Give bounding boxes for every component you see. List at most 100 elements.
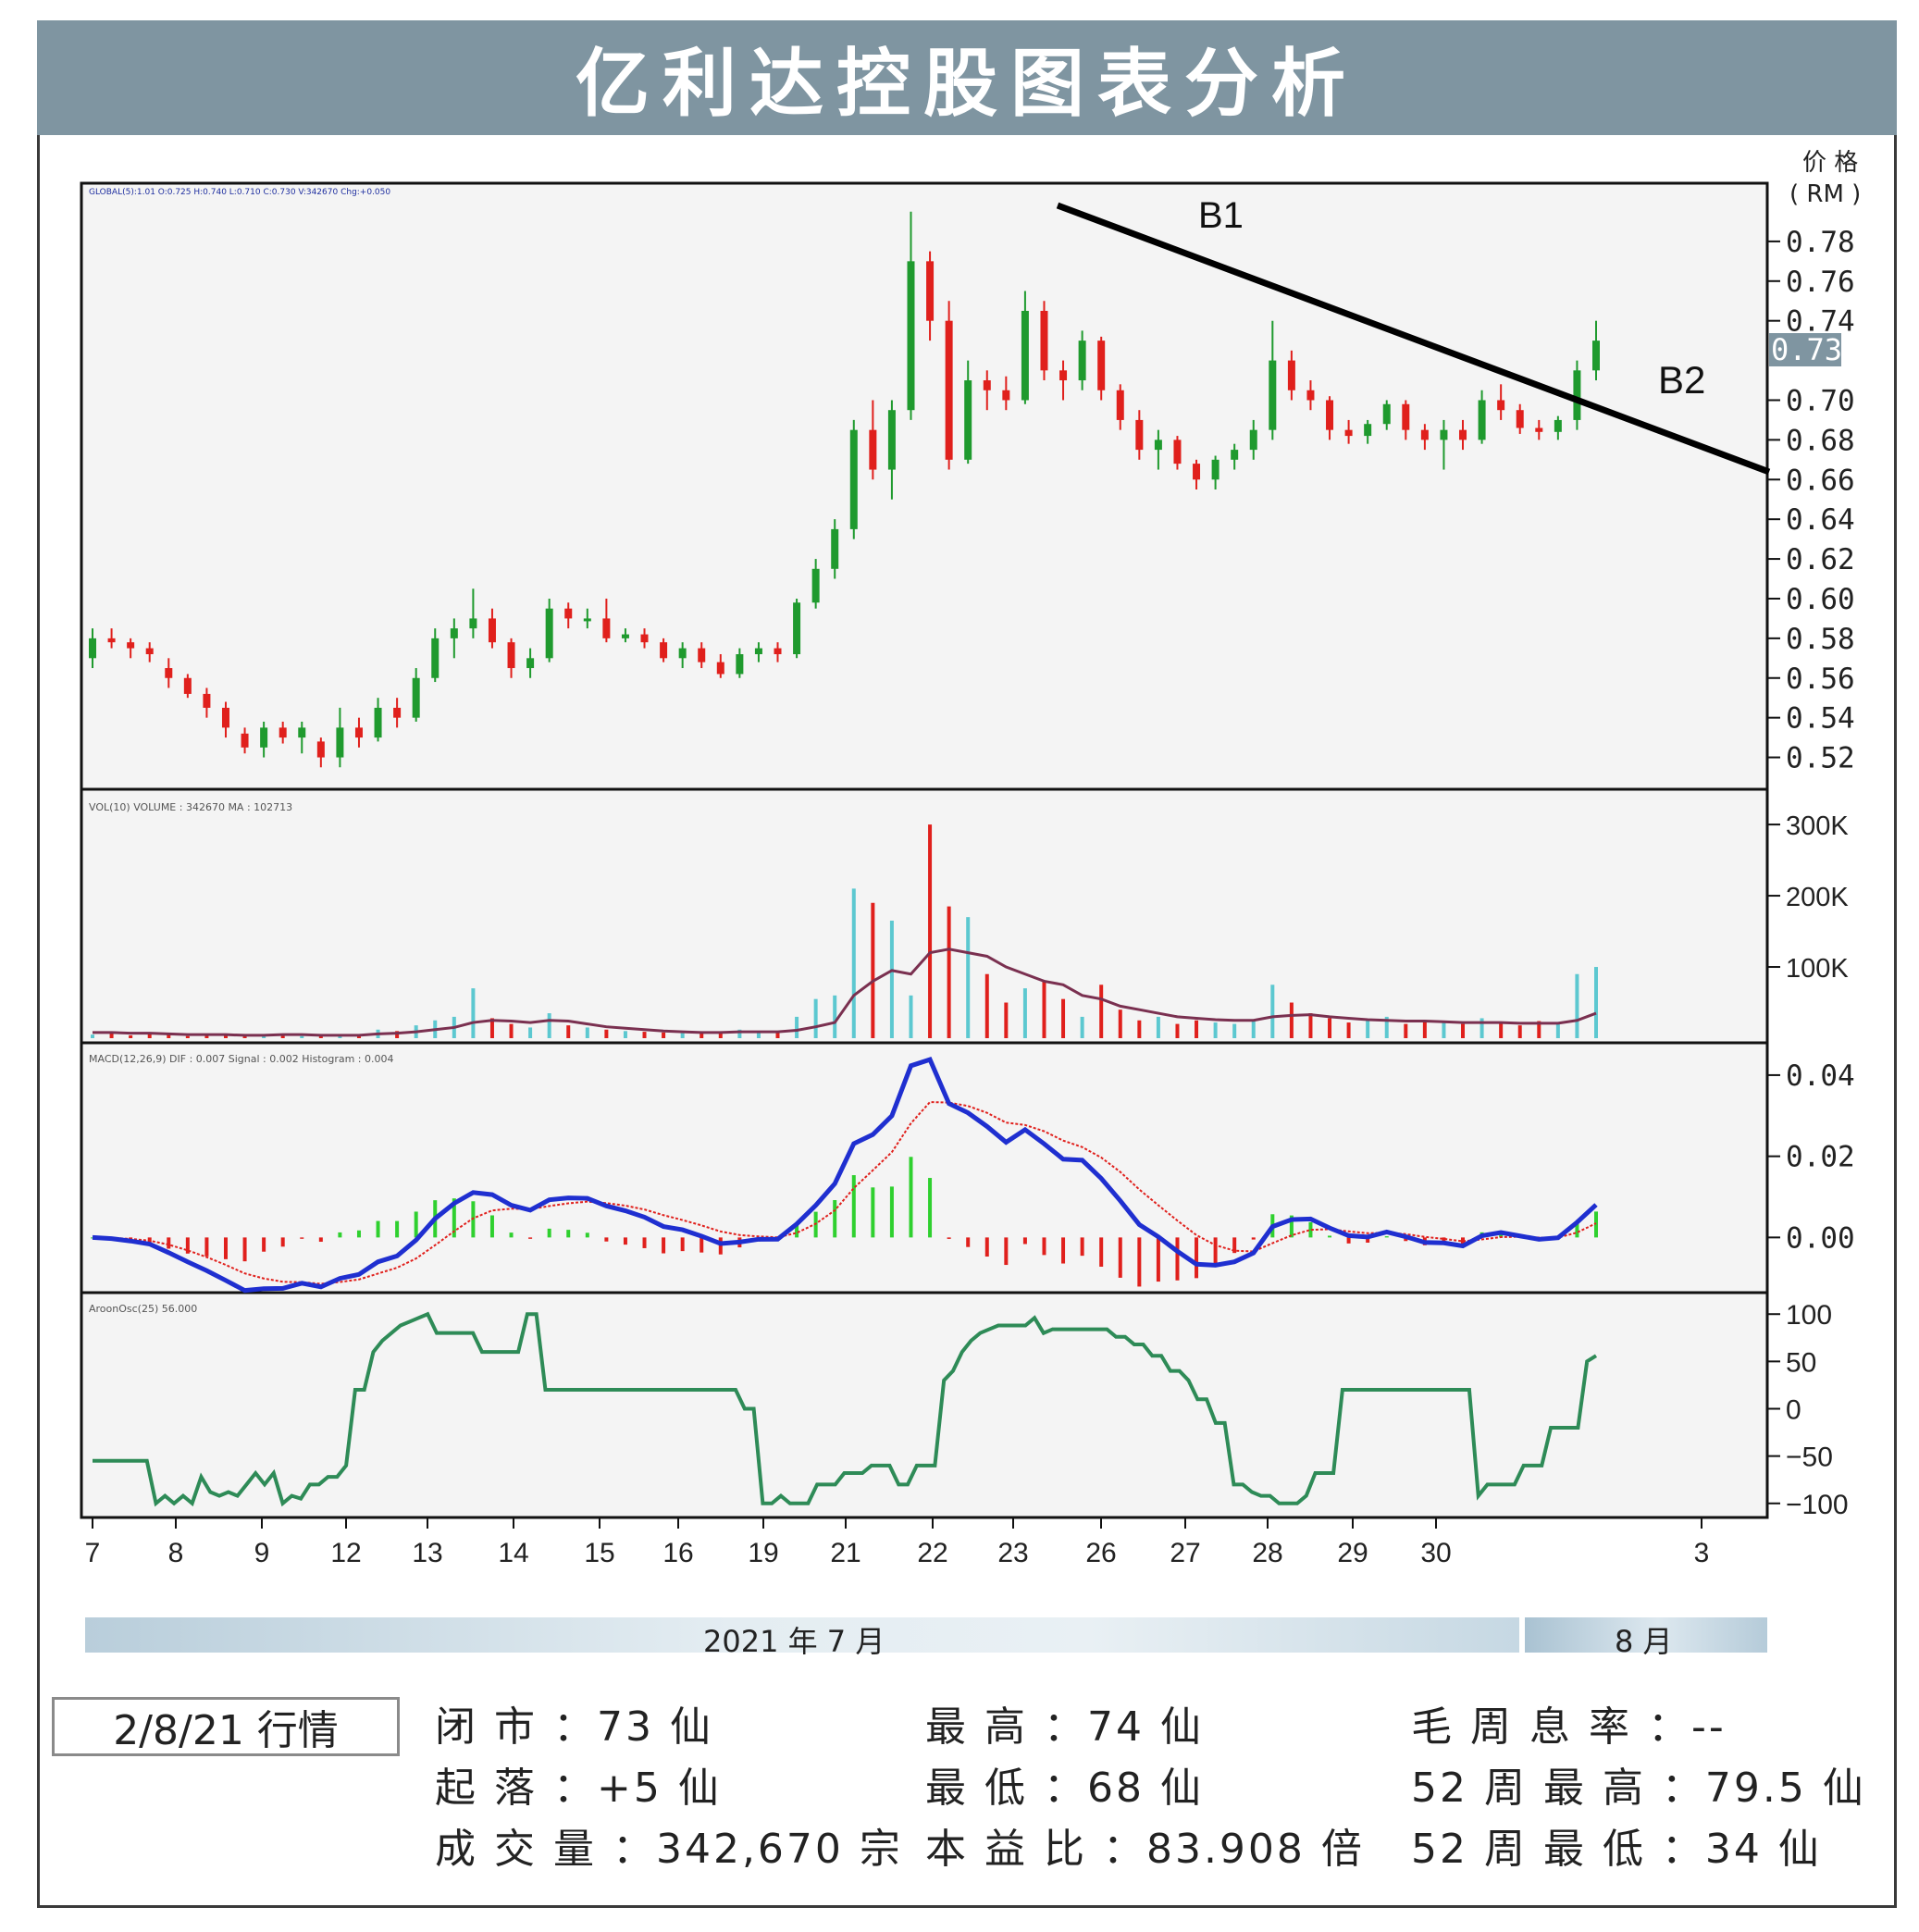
month-bar-august: [1525, 1617, 1767, 1653]
current-price-value: 0.73: [1771, 332, 1842, 367]
volume-bar: [509, 1023, 514, 1038]
stat-pe: 本 益 比 ：83.908 倍: [925, 1826, 1365, 1873]
candle-body: [488, 618, 496, 643]
volume-bar: [566, 1025, 571, 1038]
candle-body: [431, 638, 440, 678]
price-tick-label: 0.76: [1786, 266, 1855, 299]
volume-bar: [1366, 1020, 1370, 1038]
macd-histogram-bar: [167, 1237, 171, 1249]
candle-body: [316, 741, 325, 758]
macd-histogram-bar: [262, 1237, 266, 1252]
trendline-label-b2: B2: [1658, 358, 1705, 402]
aroon-line: [93, 1311, 1598, 1507]
stat-low: 最 低 ：68 仙: [925, 1765, 1204, 1812]
candle-body: [849, 429, 858, 529]
candle-body: [887, 410, 896, 470]
macd-histogram-bar: [662, 1237, 666, 1254]
macd-histogram-bar: [547, 1228, 551, 1238]
macd-histogram-bar: [1195, 1237, 1199, 1279]
volume-bar: [889, 921, 894, 1038]
volume-bar: [1346, 1022, 1351, 1038]
volume-bar: [1537, 1021, 1541, 1038]
candle-body: [1287, 360, 1295, 390]
macd-histogram-bar: [1461, 1237, 1466, 1245]
volume-bar: [242, 1035, 247, 1038]
candle-body: [1516, 410, 1524, 428]
macd-histogram-bar: [1080, 1237, 1084, 1257]
candle-body: [374, 707, 382, 738]
candle-body: [241, 733, 249, 748]
volume-bar: [1022, 988, 1027, 1038]
candle-body: [926, 261, 935, 321]
macd-histogram-bar: [356, 1230, 361, 1238]
y-axis-ticks: 0.78 0.76 0.74 0.70 0.68 0.66 0.64 0.62 0.60 0.58…: [1767, 226, 1855, 1520]
candle-body: [412, 677, 420, 718]
macd-histogram-bar: [242, 1237, 247, 1262]
macd-tick-label: 0.00: [1786, 1221, 1855, 1255]
macd-histogram-bar: [1232, 1237, 1237, 1254]
volume-bar: [928, 824, 933, 1038]
trendline-b1-b2: [1056, 202, 1771, 476]
macd-histogram-bar: [280, 1237, 285, 1247]
aroon-tick-label: 0: [1786, 1395, 1801, 1426]
macd-histogram-bar: [1594, 1211, 1598, 1238]
volume-bar: [547, 1013, 551, 1038]
x-tick-label: 29: [1337, 1538, 1368, 1568]
candle-body: [145, 648, 154, 655]
candle-body: [1078, 341, 1086, 381]
candle-body: [165, 668, 173, 678]
candle-body: [1173, 440, 1182, 464]
volume-bar: [947, 906, 951, 1038]
price-tick-label: 0.66: [1786, 464, 1855, 497]
macd-histogram-bar: [947, 1237, 951, 1239]
candle-body: [964, 380, 972, 460]
x-tick-label: 12: [330, 1538, 361, 1568]
x-tick-label: 27: [1170, 1538, 1200, 1568]
macd-histogram-bar: [1251, 1237, 1256, 1240]
candle-body: [983, 380, 991, 390]
stat-dividend-yield: 毛 周 息 率 ：--: [1411, 1703, 1727, 1751]
macd-histogram-bar: [889, 1186, 894, 1238]
aroon-panel-caption: AroonOsc(25) 56.000: [89, 1303, 197, 1315]
candle-body: [1344, 429, 1353, 437]
volume-bar: [280, 1034, 285, 1038]
volume-bar: [851, 888, 856, 1038]
candle-body: [183, 677, 192, 694]
volume-bar: [795, 1016, 799, 1038]
candle-body: [1040, 310, 1048, 371]
candle-body: [393, 707, 402, 718]
macd-histogram-bar: [909, 1157, 913, 1238]
volume-bar: [1479, 1018, 1484, 1038]
volume-bar: [109, 1032, 114, 1038]
candle-body: [793, 602, 801, 655]
macd-histogram-bar: [566, 1230, 571, 1238]
candle-body: [678, 648, 687, 659]
price-tick-label: 0.56: [1786, 663, 1855, 696]
macd-histogram-bar: [1575, 1222, 1579, 1238]
aroon-group: [93, 1311, 1598, 1507]
macd-tick-label: 0.04: [1786, 1059, 1855, 1093]
candle-body: [1440, 429, 1448, 440]
candle-body: [507, 642, 515, 669]
price-candles: [89, 211, 1600, 768]
macd-signal-line: [92, 1101, 1597, 1285]
volume-bar: [1289, 1002, 1294, 1038]
candle-body: [754, 648, 762, 655]
macd-histogram-bar: [1308, 1221, 1313, 1238]
volume-bar: [1251, 1020, 1256, 1038]
trendline-label-b1: B1: [1198, 195, 1244, 236]
candle-body: [1478, 400, 1486, 440]
candle-body: [89, 638, 96, 659]
macd-histogram-bar: [509, 1232, 514, 1238]
candle-body: [1154, 440, 1162, 451]
macd-histogram-bar: [718, 1237, 723, 1255]
macd-histogram-bar: [1156, 1237, 1160, 1282]
candle-body: [260, 727, 268, 748]
x-tick-label: 23: [997, 1538, 1028, 1568]
candle-body: [1249, 429, 1257, 451]
volume-bar: [300, 1035, 304, 1038]
volume-bar: [1384, 1016, 1389, 1038]
price-panel-caption: GLOBAL(5):1.01 O:0.725 H:0.740 L:0.710 C…: [89, 188, 390, 197]
volume-bar: [395, 1031, 400, 1038]
candle-body: [1269, 360, 1277, 430]
